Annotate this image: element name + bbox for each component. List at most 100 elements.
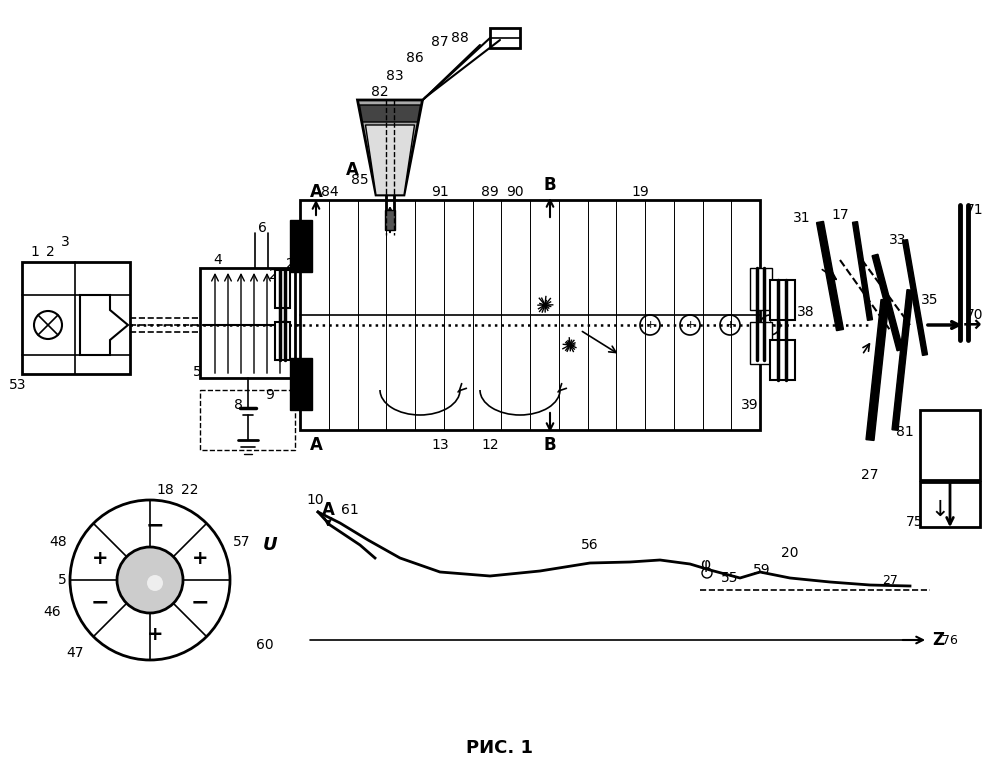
Text: 85: 85	[352, 173, 369, 187]
Text: A: A	[322, 501, 335, 519]
Text: 27: 27	[882, 573, 898, 587]
Text: 56: 56	[581, 538, 598, 552]
Text: +: +	[192, 549, 208, 567]
Polygon shape	[872, 254, 903, 350]
Bar	[385, 210, 395, 230]
Text: 4: 4	[214, 253, 223, 267]
Text: 76: 76	[942, 633, 958, 646]
Text: 33: 33	[889, 233, 907, 247]
Bar	[920, 482, 980, 527]
Text: 6: 6	[258, 221, 267, 235]
Bar	[770, 280, 795, 320]
Text: 18: 18	[156, 483, 174, 497]
Text: U: U	[263, 536, 278, 554]
Text: 28: 28	[269, 268, 287, 282]
Polygon shape	[366, 125, 415, 195]
Text: 87: 87	[432, 35, 449, 49]
Text: 91: 91	[432, 185, 449, 199]
Circle shape	[147, 575, 163, 591]
Bar	[200, 390, 295, 450]
Text: 22: 22	[181, 483, 199, 497]
Text: 88: 88	[452, 31, 469, 45]
Text: 10: 10	[306, 493, 324, 507]
Text: +: +	[645, 320, 654, 330]
Text: 9: 9	[266, 388, 275, 402]
Bar	[770, 340, 795, 380]
Text: 1: 1	[31, 245, 39, 259]
Text: +: +	[92, 549, 108, 567]
Bar	[750, 322, 772, 364]
Text: 70: 70	[966, 308, 984, 322]
Bar	[275, 270, 290, 308]
Text: 71: 71	[966, 203, 984, 217]
Text: +: +	[685, 320, 694, 330]
Text: 47: 47	[66, 646, 84, 660]
Text: A: A	[310, 436, 323, 454]
Text: 5: 5	[193, 365, 202, 379]
Text: −: −	[191, 592, 210, 612]
Text: 8: 8	[234, 398, 243, 412]
Text: 61: 61	[341, 503, 359, 517]
Text: 55: 55	[721, 571, 738, 585]
Text: 57: 57	[233, 535, 251, 549]
Text: 12: 12	[482, 438, 499, 452]
Text: 59: 59	[753, 563, 771, 577]
Circle shape	[117, 547, 183, 613]
Text: 53: 53	[9, 378, 27, 392]
Text: 35: 35	[921, 293, 939, 307]
Bar	[22, 262, 130, 374]
Text: +: +	[765, 320, 774, 330]
Text: 27: 27	[861, 468, 879, 482]
Bar	[290, 220, 312, 272]
Text: 83: 83	[387, 69, 404, 83]
Text: 60: 60	[256, 638, 274, 652]
Bar	[275, 322, 290, 360]
Text: 75: 75	[906, 515, 924, 529]
Text: 13: 13	[432, 438, 449, 452]
Bar	[750, 268, 772, 310]
Text: φ: φ	[700, 558, 710, 573]
Text: 31: 31	[793, 211, 811, 225]
Text: 46: 46	[43, 605, 61, 619]
Text: 39: 39	[741, 398, 759, 412]
Text: 38: 38	[797, 305, 815, 319]
Text: 3: 3	[61, 235, 69, 249]
Text: 29: 29	[286, 257, 304, 271]
Text: 89: 89	[482, 185, 499, 199]
Text: 19: 19	[631, 185, 649, 199]
Text: 81: 81	[896, 425, 914, 439]
Text: B: B	[543, 436, 556, 454]
Text: A: A	[310, 183, 323, 201]
Text: 5: 5	[58, 573, 66, 587]
Bar	[200, 268, 295, 378]
Polygon shape	[852, 221, 872, 320]
Text: +: +	[147, 625, 163, 644]
Bar	[920, 410, 980, 480]
Bar	[290, 358, 312, 410]
Text: 2: 2	[46, 245, 54, 259]
Polygon shape	[902, 239, 927, 355]
Text: ↓: ↓	[931, 500, 949, 520]
Polygon shape	[360, 105, 421, 122]
Text: −: −	[146, 515, 164, 535]
Text: 20: 20	[781, 546, 799, 560]
Polygon shape	[358, 100, 423, 195]
Text: A: A	[346, 161, 359, 179]
Text: РИС. 1: РИС. 1	[466, 739, 532, 757]
Text: +: +	[725, 320, 734, 330]
Text: →: →	[963, 315, 981, 335]
Polygon shape	[816, 221, 843, 331]
Text: −: −	[91, 592, 109, 612]
Text: 84: 84	[322, 185, 339, 199]
Text: 17: 17	[831, 208, 849, 222]
Text: 82: 82	[372, 85, 389, 99]
Text: 48: 48	[49, 535, 67, 549]
Text: 90: 90	[506, 185, 523, 199]
Bar	[300, 200, 760, 430]
Text: B: B	[543, 176, 556, 194]
Polygon shape	[866, 300, 889, 441]
Bar	[490, 28, 520, 48]
Polygon shape	[892, 290, 913, 430]
Text: Z: Z	[932, 631, 944, 649]
Text: 86: 86	[407, 51, 424, 65]
